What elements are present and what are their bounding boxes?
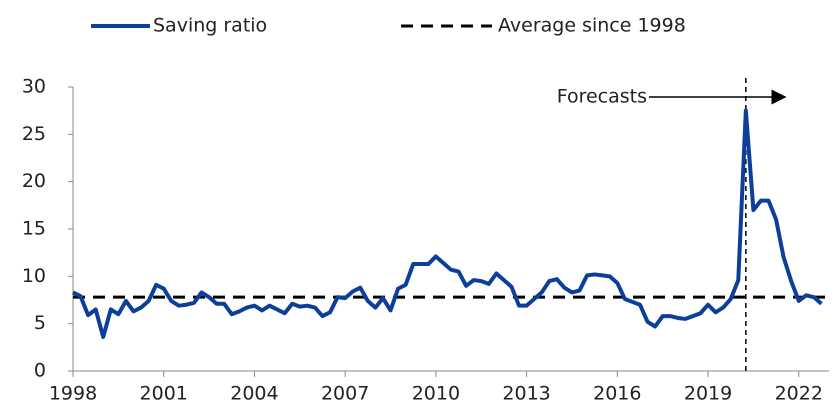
x-tick-label: 2013 xyxy=(502,383,550,405)
x-tick-label: 2007 xyxy=(321,383,369,405)
y-tick-label: 30 xyxy=(22,76,46,98)
x-tick-label: 2004 xyxy=(230,383,278,405)
x-tick-label: 2022 xyxy=(775,383,823,405)
x-tick-label: 2001 xyxy=(140,383,188,405)
y-tick-label: 5 xyxy=(34,312,46,334)
y-tick-label: 0 xyxy=(34,360,46,382)
legend-label: Average since 1998 xyxy=(498,15,686,37)
forecast-label: Forecasts xyxy=(557,86,647,108)
x-tick-label: 2016 xyxy=(593,383,641,405)
y-tick-label: 10 xyxy=(22,265,46,287)
x-tick-label: 2010 xyxy=(412,383,460,405)
y-tick-label: 15 xyxy=(22,218,46,240)
x-tick-label: 2019 xyxy=(684,383,732,405)
y-tick-label: 25 xyxy=(22,123,46,145)
x-tick-label: 1998 xyxy=(49,383,97,405)
legend-label: Saving ratio xyxy=(153,15,267,37)
series-line xyxy=(72,108,823,339)
y-tick-label: 20 xyxy=(22,170,46,192)
